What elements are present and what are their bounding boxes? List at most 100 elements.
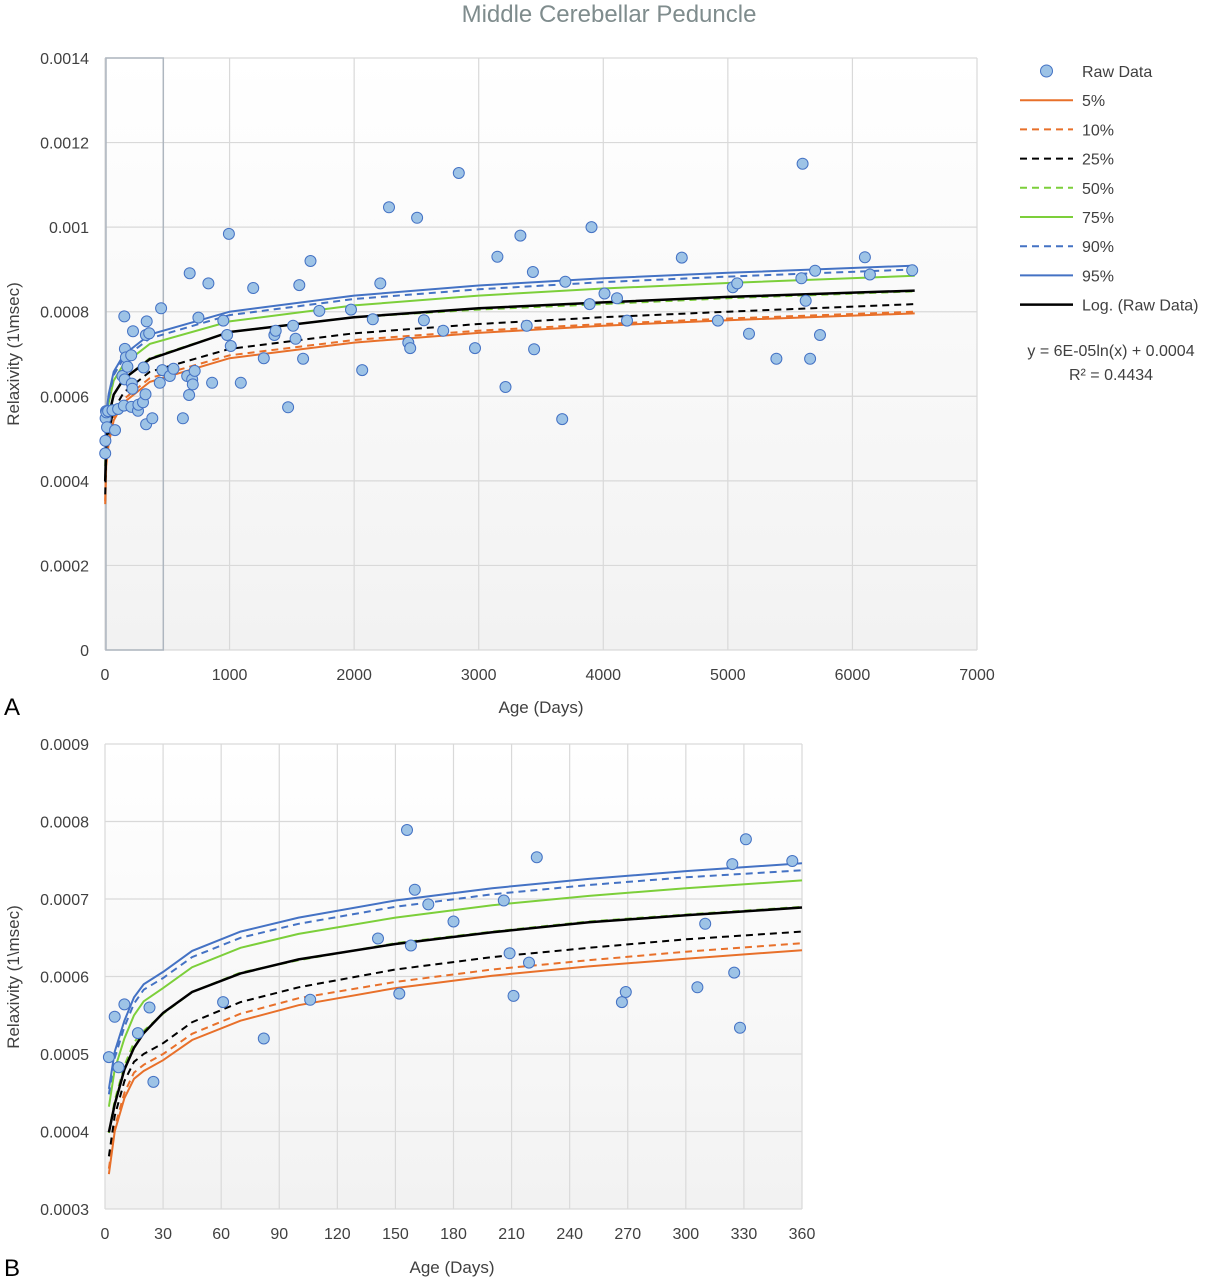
y-tick-label-b-5: 0.0008 bbox=[40, 815, 89, 832]
legend: Raw Data 5% 10% 25% 50% 75% 90% 95% Log. (Raw Da… bbox=[1020, 64, 1199, 315]
data-point-a-73 bbox=[452, 167, 465, 179]
data-point-a-39 bbox=[183, 389, 196, 401]
data-point-a-66 bbox=[374, 277, 387, 290]
data-point-a-64 bbox=[356, 364, 369, 377]
legend-label-fit: Log. (Raw Data) bbox=[1082, 298, 1199, 315]
curve-p10-b bbox=[107, 942, 803, 1169]
data-point-a-31 bbox=[146, 412, 159, 425]
data-point-a-30 bbox=[143, 327, 156, 340]
curve-p5-b bbox=[107, 949, 803, 1175]
data-point-b-13 bbox=[404, 939, 417, 952]
data-point-a-95 bbox=[796, 157, 809, 170]
data-point-a-65 bbox=[366, 313, 379, 326]
data-point-a-52 bbox=[247, 282, 260, 294]
data-point-b-21 bbox=[530, 851, 543, 864]
x-tick-label-b-10: 300 bbox=[672, 1226, 699, 1243]
data-point-a-75 bbox=[491, 250, 504, 263]
legend-label-p25: 25% bbox=[1082, 152, 1114, 169]
data-point-a-36 bbox=[167, 362, 180, 375]
data-point-b-11 bbox=[393, 987, 406, 1000]
y-tick-label-b-2: 0.0005 bbox=[40, 1047, 89, 1064]
data-point-a-59 bbox=[293, 279, 306, 292]
data-point-a-45 bbox=[202, 277, 215, 290]
data-point-a-32 bbox=[153, 376, 166, 389]
data-point-a-102 bbox=[906, 264, 919, 277]
data-point-a-25 bbox=[137, 361, 150, 374]
data-point-b-8 bbox=[257, 1032, 270, 1045]
x-tick-label-b-6: 180 bbox=[440, 1226, 467, 1243]
panel-label-b: B bbox=[4, 1255, 20, 1280]
x-tick-label-b-7: 210 bbox=[498, 1226, 525, 1243]
y-axis-title-a: Relaxivity (1\msec) bbox=[4, 282, 23, 426]
y-tick-label-a-1: 0.0002 bbox=[40, 558, 89, 575]
panel-label-a: A bbox=[4, 694, 20, 721]
x-tick-labels-a: 0 1000 2000 3000 4000 5000 6000 7000 bbox=[101, 667, 995, 684]
data-point-a-100 bbox=[858, 251, 871, 264]
data-point-a-76 bbox=[499, 381, 512, 393]
data-point-a-88 bbox=[675, 251, 688, 264]
data-point-a-70 bbox=[411, 211, 424, 224]
data-point-a-86 bbox=[611, 292, 623, 305]
data-point-a-0 bbox=[99, 447, 112, 460]
data-point-a-56 bbox=[282, 401, 295, 414]
data-point-b-27 bbox=[728, 966, 741, 979]
x-tick-label-a-6: 6000 bbox=[835, 667, 871, 684]
curve-p90-a bbox=[104, 268, 915, 459]
curve-fit-b bbox=[107, 906, 803, 1133]
data-point-b-12 bbox=[401, 824, 413, 836]
data-point-a-77 bbox=[514, 229, 527, 242]
data-point-a-79 bbox=[526, 266, 539, 278]
y-tick-label-a-3: 0.0006 bbox=[40, 389, 89, 406]
data-point-a-33 bbox=[155, 302, 168, 315]
legend-label-p50: 50% bbox=[1082, 181, 1114, 198]
data-point-b-5 bbox=[143, 1001, 156, 1014]
x-tick-label-b-8: 240 bbox=[556, 1226, 583, 1243]
y-tick-label-b-4: 0.0007 bbox=[40, 892, 89, 909]
data-point-a-81 bbox=[556, 413, 569, 426]
data-point-a-17 bbox=[125, 349, 138, 362]
legend-label-p5: 5% bbox=[1082, 93, 1105, 110]
data-point-b-9 bbox=[304, 993, 317, 1006]
legend-label-p90: 90% bbox=[1082, 239, 1114, 256]
r-squared: R² = 0.4434 bbox=[1069, 367, 1153, 384]
plot-area-a bbox=[105, 58, 977, 650]
data-point-a-85 bbox=[598, 287, 611, 300]
y-tick-label-a-4: 0.0008 bbox=[40, 305, 89, 322]
data-point-a-12 bbox=[118, 310, 131, 323]
legend-label-p75: 75% bbox=[1082, 210, 1114, 227]
data-point-a-49 bbox=[222, 227, 235, 240]
data-point-a-57 bbox=[287, 319, 300, 332]
data-point-a-51 bbox=[234, 376, 247, 389]
data-point-a-58 bbox=[289, 332, 302, 345]
data-point-a-42 bbox=[186, 378, 199, 391]
x-tick-label-a-0: 0 bbox=[101, 667, 110, 684]
data-point-a-8 bbox=[109, 424, 121, 437]
data-point-a-99 bbox=[814, 329, 826, 341]
data-point-b-28 bbox=[734, 1021, 746, 1034]
data-point-b-16 bbox=[447, 915, 460, 928]
x-tick-label-b-12: 360 bbox=[789, 1226, 816, 1243]
data-point-a-20 bbox=[126, 382, 139, 395]
curve-p25-b bbox=[107, 930, 803, 1157]
data-point-b-7 bbox=[217, 996, 230, 1009]
x-tick-label-a-1: 1000 bbox=[212, 667, 248, 684]
data-point-b-23 bbox=[619, 986, 632, 998]
data-point-b-3 bbox=[118, 998, 131, 1011]
curve-p95-b bbox=[107, 862, 803, 1090]
y-tick-label-a-7: 0.0014 bbox=[40, 51, 89, 68]
data-point-a-26 bbox=[139, 388, 152, 401]
data-point-a-50 bbox=[224, 340, 237, 352]
x-tick-label-a-7: 7000 bbox=[959, 667, 995, 684]
data-point-b-4 bbox=[131, 1027, 144, 1040]
panel-a-chart: Middle Cerebellar Peduncle 0 0.0002 0.0004… bbox=[4, 1, 1199, 721]
data-point-a-48 bbox=[221, 329, 234, 341]
data-point-a-55 bbox=[269, 324, 282, 337]
data-point-a-101 bbox=[863, 268, 876, 281]
data-point-a-16 bbox=[121, 360, 134, 373]
raw-data-points-b bbox=[102, 824, 799, 1088]
data-point-b-29 bbox=[739, 833, 752, 846]
data-point-a-74 bbox=[469, 342, 481, 355]
data-point-b-6 bbox=[147, 1075, 160, 1088]
data-point-b-22 bbox=[615, 996, 628, 1009]
x-tick-labels-b: 0 30 60 90 120 150 180 210 240 270 300 330 360 bbox=[101, 1226, 816, 1243]
